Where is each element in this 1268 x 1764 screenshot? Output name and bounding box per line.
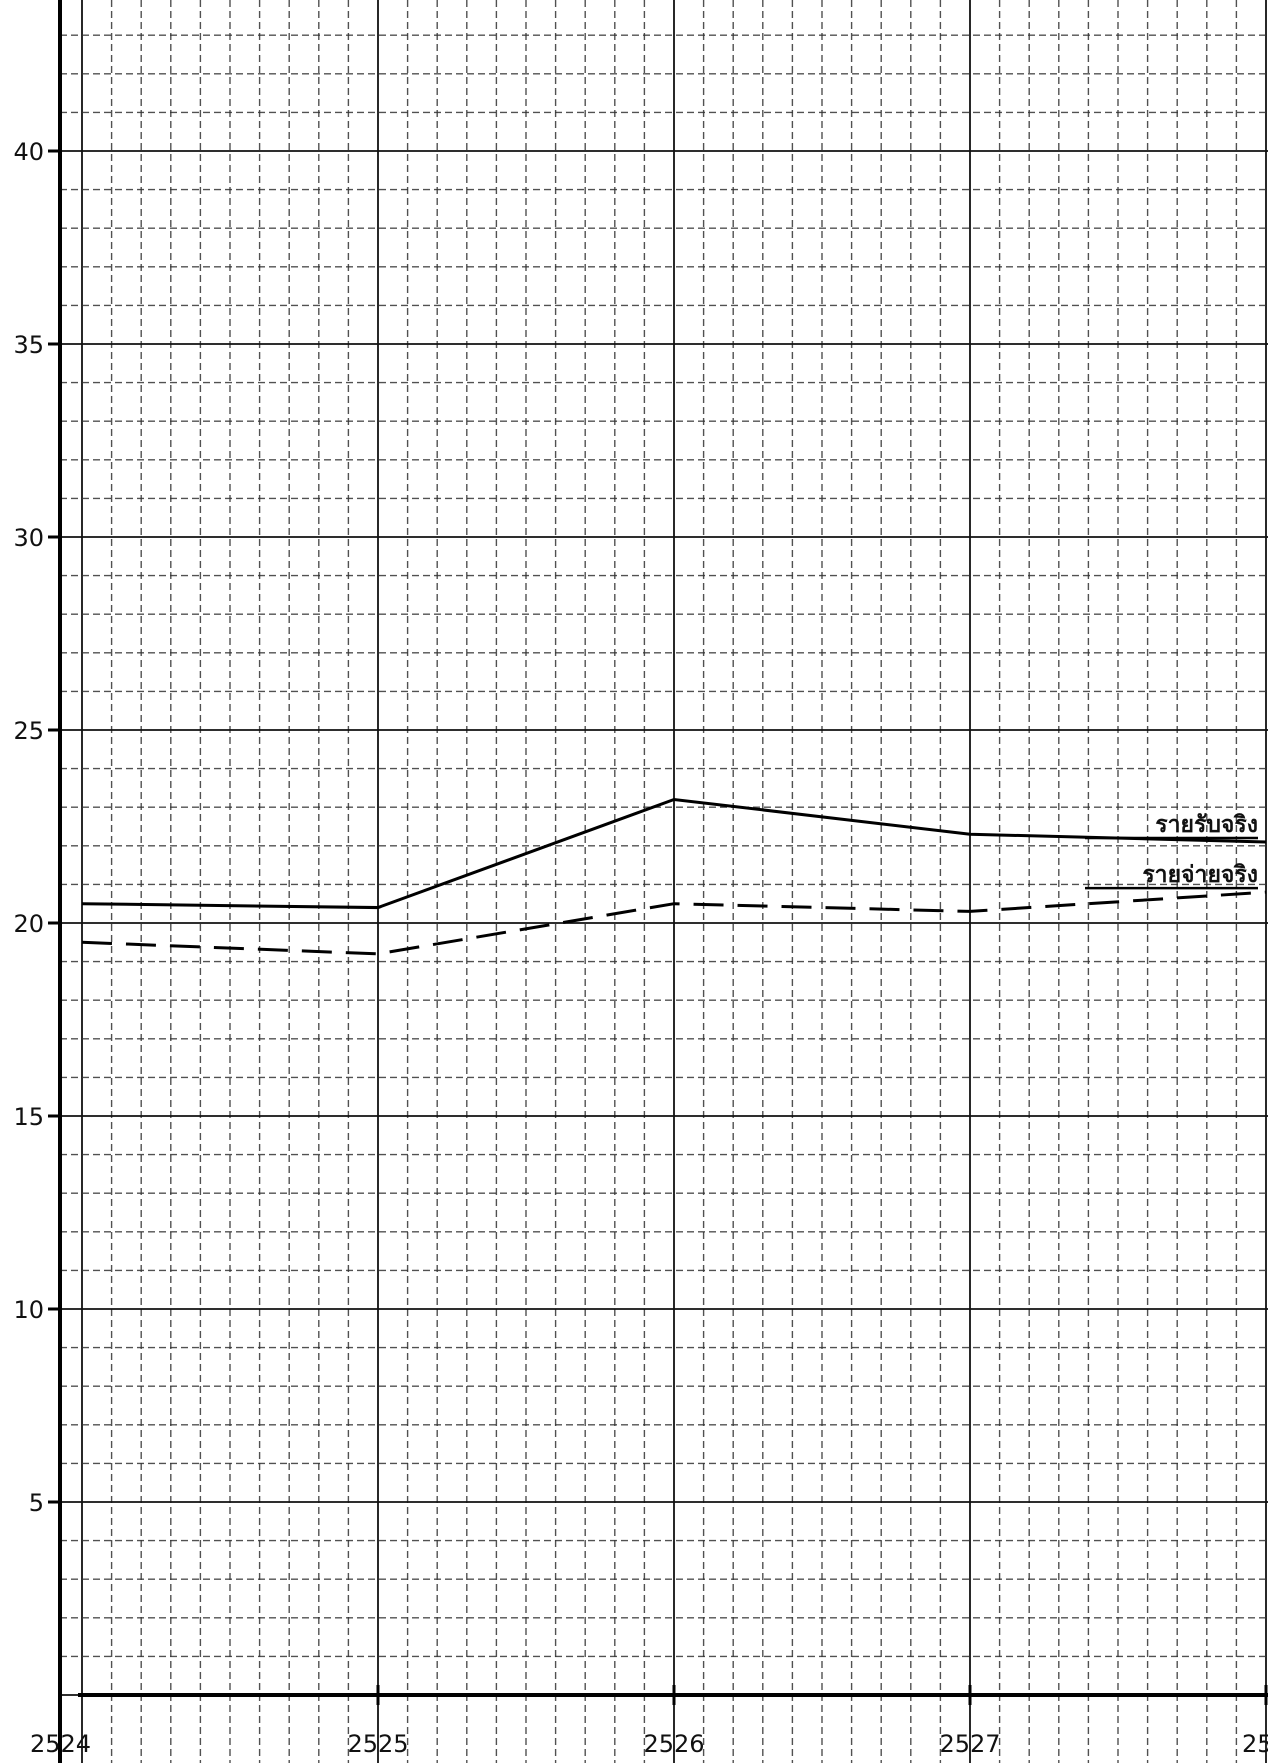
series-name-label: รายรับจริง (1155, 812, 1258, 838)
x-tick-label: 2524 (30, 1730, 91, 1758)
y-tick-label: 40 (13, 138, 44, 166)
x-tick-label: 2527 (939, 1730, 1000, 1758)
series-layer (81, 797, 1267, 956)
y-tick-label: 10 (13, 1296, 44, 1324)
x-tick-label: 2525 (347, 1730, 408, 1758)
series-line-1 (81, 890, 1267, 956)
y-tick-label: 35 (13, 331, 44, 359)
y-tick-label: 30 (13, 524, 44, 552)
x-tick-label: 2526 (643, 1730, 704, 1758)
x-tick-label: 25 (1242, 1730, 1268, 1758)
grid-layer (60, 0, 1268, 1763)
series-name-label: รายจ่ายจริง (1142, 862, 1258, 888)
y-tick-label: 15 (13, 1103, 44, 1131)
y-tick-label: 20 (13, 910, 44, 938)
axis-layer (48, 0, 1268, 1763)
y-tick-label: 5 (29, 1489, 44, 1517)
y-tick-label: 25 (13, 717, 44, 745)
series-line-0 (81, 797, 1267, 910)
label-layer: 5 10 15 20 25 30 35 40 2524 2525 2526 2527 25 รายรับจ… (13, 138, 1268, 1758)
